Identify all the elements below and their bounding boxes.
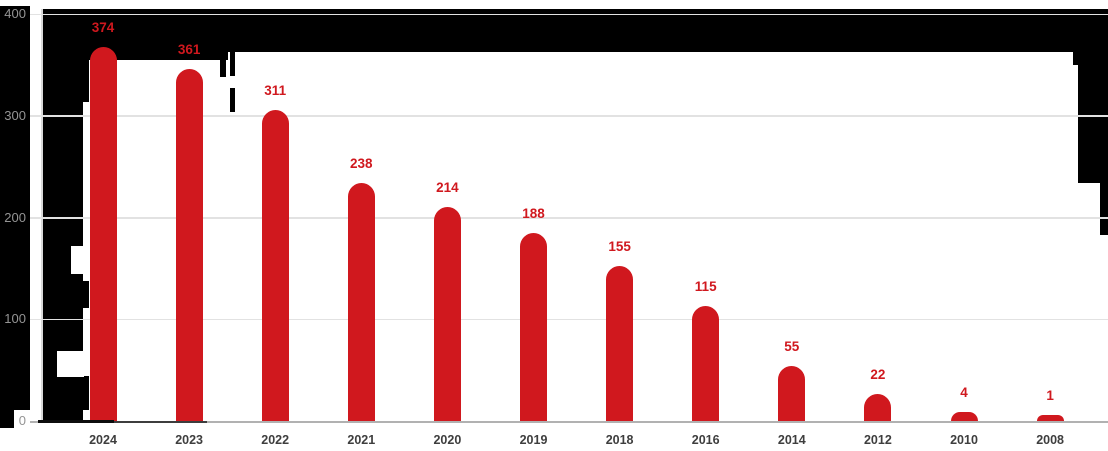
bar-2022[interactable]	[261, 110, 289, 421]
bar-value-label-2021: 238	[350, 156, 373, 171]
y-tick-label-200: 200	[4, 209, 26, 225]
background-artifact-right-sliver	[1100, 183, 1108, 235]
y-tick-label-100: 100	[4, 311, 26, 327]
background-artifact-left-col	[0, 6, 30, 410]
bar-value-label-2022: 311	[264, 83, 287, 98]
painted-patch-1	[71, 246, 83, 274]
bar-2014[interactable]	[778, 366, 806, 421]
gridline-400	[30, 13, 1108, 15]
y-tick-label-0: 0	[18, 413, 26, 428]
x-tick-label-2010: 2010	[950, 433, 978, 447]
x-tick-label-2020: 2020	[433, 433, 462, 447]
x-tick-label-2024: 2024	[89, 433, 117, 447]
gridline-100	[30, 318, 1108, 321]
bar-2012[interactable]	[864, 394, 892, 421]
bar-value-label-2018: 155	[608, 239, 631, 254]
x-tick-label-2018: 2018	[605, 433, 634, 447]
y-tick-label-400: 400	[4, 6, 26, 21]
bar-2021[interactable]	[347, 183, 375, 421]
bar-value-label-2023: 361	[177, 42, 201, 57]
bar-2023[interactable]	[175, 69, 203, 421]
background-artifact-bump-2	[82, 281, 89, 308]
background-artifact-top-band	[0, 9, 1108, 52]
background-artifact-right-b	[1078, 52, 1108, 183]
y-axis-line	[41, 9, 43, 421]
painted-patch-label-gutter	[30, 9, 43, 421]
x-tick-label-2012: 2012	[863, 433, 892, 447]
painted-patch-3	[230, 76, 235, 88]
background-artifact-sliver-a	[220, 52, 226, 77]
bar-value-label-2008: 1	[1046, 388, 1054, 403]
x-axis-baseline	[30, 420, 1108, 423]
gridline-200	[30, 217, 1108, 219]
background-artifact-bump-1	[83, 52, 89, 102]
bar-2018[interactable]	[606, 266, 634, 421]
bar-value-label-2012: 22	[870, 367, 886, 382]
painted-patch-2	[57, 351, 84, 377]
background-artifact-left-foot	[0, 410, 14, 428]
x-tick-label-2019: 2019	[519, 433, 548, 447]
bar-2008[interactable]	[1036, 415, 1064, 421]
y-tick-label-300: 300	[4, 107, 26, 123]
bar-value-label-2016: 115	[694, 279, 717, 294]
x-tick-label-2014: 2014	[777, 433, 806, 447]
bar-2024[interactable]	[89, 47, 117, 421]
bar-2016[interactable]	[692, 306, 720, 421]
background-artifact-bump-3	[82, 376, 89, 410]
x-tick-label-2022: 2022	[261, 433, 290, 447]
gridline-300	[30, 115, 1108, 117]
background-artifact-band-ext	[43, 52, 228, 60]
x-tick-label-2023: 2023	[175, 433, 203, 447]
bar-value-label-2019: 188	[522, 206, 545, 221]
bar-value-label-2014: 55	[784, 339, 800, 354]
x-tick-label-2008: 2008	[1036, 433, 1064, 447]
bar-value-label-2020: 214	[436, 180, 459, 195]
x-axis-baseline-dark	[38, 420, 114, 423]
bar-2020[interactable]	[433, 207, 461, 421]
bar-2019[interactable]	[520, 233, 547, 421]
x-axis-baseline-mid	[114, 420, 207, 423]
bar-value-label-2010: 4	[960, 385, 968, 400]
bar-2010[interactable]	[950, 412, 978, 421]
x-tick-label-2021: 2021	[347, 433, 376, 447]
x-tick-label-2016: 2016	[691, 433, 720, 447]
bar-value-label-2024: 374	[91, 20, 115, 35]
